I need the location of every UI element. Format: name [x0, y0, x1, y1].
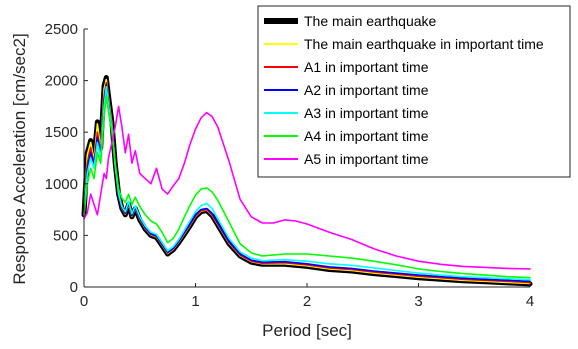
y-tick-label: 2000 — [45, 73, 78, 90]
x-tick-label: 4 — [526, 293, 534, 310]
ticks-layer: 0 1 2 3 4 0 500 1000 1500 2000 2500 — [45, 21, 535, 310]
legend-label: A3 in important time — [304, 105, 429, 121]
legend-label: The main earthquake in important time — [304, 36, 544, 52]
x-tick-label: 2 — [303, 293, 311, 310]
legend-label: A2 in important time — [304, 82, 429, 98]
legend-box — [257, 5, 571, 178]
x-axis-label: Period [sec] — [262, 321, 352, 340]
y-axis-label: Response Acceleration [cm/sec2] — [10, 33, 29, 284]
series-layer — [81, 75, 533, 287]
legend-label: A1 in important time — [304, 59, 429, 75]
x-tick-label: 3 — [414, 293, 422, 310]
series-line-5 — [83, 86, 531, 281]
series-line-7 — [83, 105, 531, 270]
legend-label: A4 in important time — [304, 128, 429, 144]
x-tick-label: 0 — [80, 293, 88, 310]
series-line-6 — [83, 95, 531, 279]
legend-label: The main earthquake — [304, 13, 437, 29]
y-tick-label: 1000 — [45, 176, 78, 193]
x-tick-label: 1 — [191, 293, 199, 310]
legend-label: A5 in important time — [304, 151, 429, 167]
y-tick-label: 1500 — [45, 124, 78, 141]
y-tick-label: 0 — [70, 279, 78, 296]
legend: The main earthquake The main earthquake i… — [257, 5, 571, 178]
y-tick-label: 2500 — [45, 21, 78, 38]
y-tick-label: 500 — [53, 227, 78, 244]
